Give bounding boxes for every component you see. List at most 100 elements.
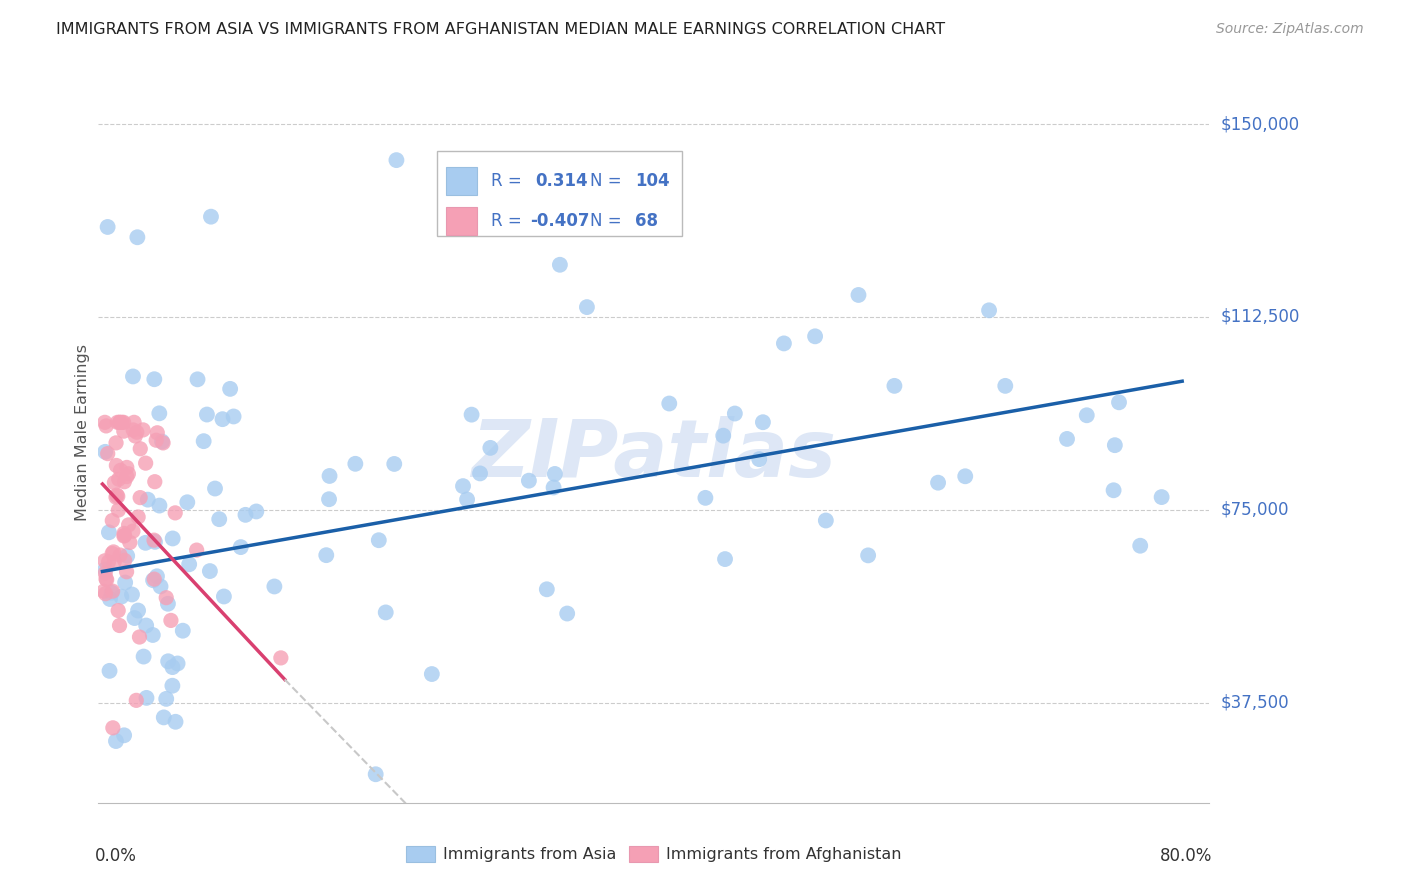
Point: [101, 547, 124, 561]
Point: [115, 469, 138, 483]
Point: [143, 534, 166, 549]
Point: [200, 210, 222, 224]
Point: [94, 554, 117, 568]
Point: [105, 488, 128, 502]
Point: [195, 408, 218, 422]
Point: [124, 611, 146, 625]
Point: [104, 734, 127, 748]
Point: [517, 474, 540, 488]
Point: [658, 396, 681, 410]
Point: [122, 524, 145, 538]
Point: [156, 597, 179, 611]
Point: [548, 258, 571, 272]
Point: [97, 555, 120, 569]
Point: [166, 657, 188, 671]
Point: [127, 603, 149, 617]
Point: [112, 529, 135, 543]
Point: [711, 428, 734, 442]
Point: [97, 219, 120, 234]
Point: [752, 415, 775, 429]
Point: [103, 475, 125, 490]
Point: [114, 575, 136, 590]
Point: [186, 543, 208, 558]
Point: [222, 409, 245, 424]
Point: [152, 436, 174, 450]
Point: [229, 540, 252, 554]
Text: 80.0%: 80.0%: [1160, 847, 1212, 865]
Text: N =: N =: [591, 212, 627, 230]
Point: [385, 153, 408, 168]
Point: [132, 423, 155, 437]
Point: [724, 407, 747, 421]
Point: [146, 569, 169, 583]
Point: [219, 382, 242, 396]
Point: [1108, 395, 1130, 409]
Point: [115, 460, 138, 475]
Point: [146, 425, 169, 440]
Point: [420, 667, 443, 681]
Point: [148, 499, 170, 513]
Point: [107, 489, 129, 503]
Point: [883, 379, 905, 393]
Point: [162, 532, 184, 546]
Point: [96, 418, 118, 433]
Point: [93, 584, 115, 599]
Text: 0.314: 0.314: [534, 172, 588, 190]
Point: [94, 563, 117, 577]
Point: [128, 630, 150, 644]
Point: [848, 288, 870, 302]
Text: $75,000: $75,000: [1220, 500, 1289, 519]
Point: [143, 475, 166, 489]
Point: [134, 536, 156, 550]
Point: [543, 481, 565, 495]
Point: [132, 649, 155, 664]
Point: [1104, 438, 1126, 452]
Point: [955, 469, 977, 483]
Text: $112,500: $112,500: [1220, 308, 1299, 326]
Point: [100, 585, 122, 599]
Point: [122, 423, 145, 437]
Point: [150, 434, 173, 449]
Point: [105, 490, 128, 504]
Point: [211, 412, 233, 426]
Point: [94, 415, 117, 429]
Point: [111, 415, 134, 429]
Point: [112, 728, 135, 742]
Point: [235, 508, 257, 522]
Point: [143, 372, 166, 386]
Point: [814, 514, 837, 528]
Point: [157, 654, 180, 668]
Point: [136, 492, 159, 507]
Text: -0.407: -0.407: [530, 212, 591, 230]
Point: [145, 434, 167, 448]
Point: [107, 415, 129, 429]
Point: [374, 606, 396, 620]
Point: [382, 457, 405, 471]
Point: [193, 434, 215, 449]
Point: [468, 467, 491, 481]
Bar: [446, 207, 477, 235]
Point: [160, 614, 183, 628]
Legend: Immigrants from Asia, Immigrants from Afghanistan: Immigrants from Asia, Immigrants from Af…: [399, 839, 908, 869]
Point: [107, 472, 129, 486]
Point: [124, 429, 146, 443]
Point: [155, 691, 177, 706]
Point: [129, 442, 152, 456]
Point: [108, 618, 131, 632]
Text: $37,500: $37,500: [1220, 694, 1289, 712]
Point: [94, 572, 117, 586]
Point: [117, 517, 139, 532]
Point: [110, 463, 132, 477]
Point: [117, 467, 139, 481]
Point: [367, 533, 389, 548]
Text: Source: ZipAtlas.com: Source: ZipAtlas.com: [1216, 22, 1364, 37]
Point: [575, 300, 598, 314]
Point: [142, 628, 165, 642]
Point: [96, 573, 118, 587]
Point: [125, 425, 148, 440]
Point: [856, 549, 879, 563]
Point: [122, 415, 145, 429]
Y-axis label: Median Male Earnings: Median Male Earnings: [75, 344, 90, 521]
Point: [994, 379, 1017, 393]
Point: [94, 445, 117, 459]
